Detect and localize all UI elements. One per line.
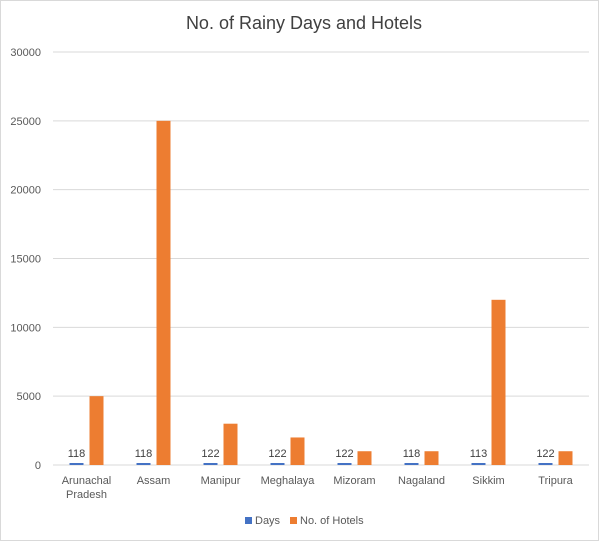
bar-hotels xyxy=(558,451,573,465)
legend: Days No. of Hotels xyxy=(245,515,364,527)
bar-days xyxy=(203,463,218,465)
data-label: 122 xyxy=(536,448,554,460)
x-category-label: Mizoram xyxy=(333,475,375,487)
legend-label: No. of Hotels xyxy=(300,515,364,527)
x-axis: Arunachal Pradesh Assam Manipur Meghalaya Miz… xyxy=(62,475,574,501)
y-tick-label: 5000 xyxy=(17,391,41,403)
gridlines xyxy=(53,51,589,466)
bar-hotels xyxy=(156,120,171,465)
bar-days xyxy=(337,463,352,465)
data-label: 118 xyxy=(403,448,421,460)
x-category-label: Nagaland xyxy=(398,475,445,487)
y-tick-label: 0 xyxy=(35,460,41,472)
y-axis: 0 5000 10000 15000 20000 25000 30000 xyxy=(10,47,41,472)
bar-days xyxy=(538,463,553,465)
bar-hotels xyxy=(223,423,238,465)
bar-hotels xyxy=(290,437,305,465)
data-label: 118 xyxy=(68,448,86,460)
x-category-label: Assam xyxy=(137,475,171,487)
x-category-label: Pradesh xyxy=(66,489,107,501)
y-tick-label: 20000 xyxy=(10,185,41,197)
bar-days xyxy=(270,463,285,465)
legend-swatch xyxy=(245,517,252,524)
x-category-label: Arunachal xyxy=(62,475,112,487)
x-category-label: Sikkim xyxy=(472,475,504,487)
data-label: 122 xyxy=(201,448,219,460)
legend-label: Days xyxy=(255,515,281,527)
data-labels: 118 118 122 122 122 118 113 122 xyxy=(68,448,555,460)
bar-days xyxy=(136,463,151,465)
y-tick-label: 30000 xyxy=(10,47,41,59)
bar-hotels xyxy=(424,451,439,465)
x-category-label: Manipur xyxy=(201,475,241,487)
chart-title: No. of Rainy Days and Hotels xyxy=(186,13,422,33)
data-label: 113 xyxy=(470,448,488,460)
bar-days xyxy=(69,463,84,465)
y-tick-label: 15000 xyxy=(10,254,41,266)
x-category-label: Meghalaya xyxy=(261,475,316,487)
legend-swatch xyxy=(290,517,297,524)
y-tick-label: 25000 xyxy=(10,116,41,128)
data-label: 122 xyxy=(335,448,353,460)
data-label: 122 xyxy=(268,448,286,460)
bar-hotels xyxy=(89,396,104,465)
bar-days xyxy=(471,463,486,465)
data-label: 118 xyxy=(135,448,153,460)
bars xyxy=(69,120,573,465)
y-tick-label: 10000 xyxy=(10,322,41,334)
bar-hotels xyxy=(491,299,506,465)
bar-days xyxy=(404,463,419,465)
x-category-label: Tripura xyxy=(538,475,573,487)
bar-hotels xyxy=(357,451,372,465)
